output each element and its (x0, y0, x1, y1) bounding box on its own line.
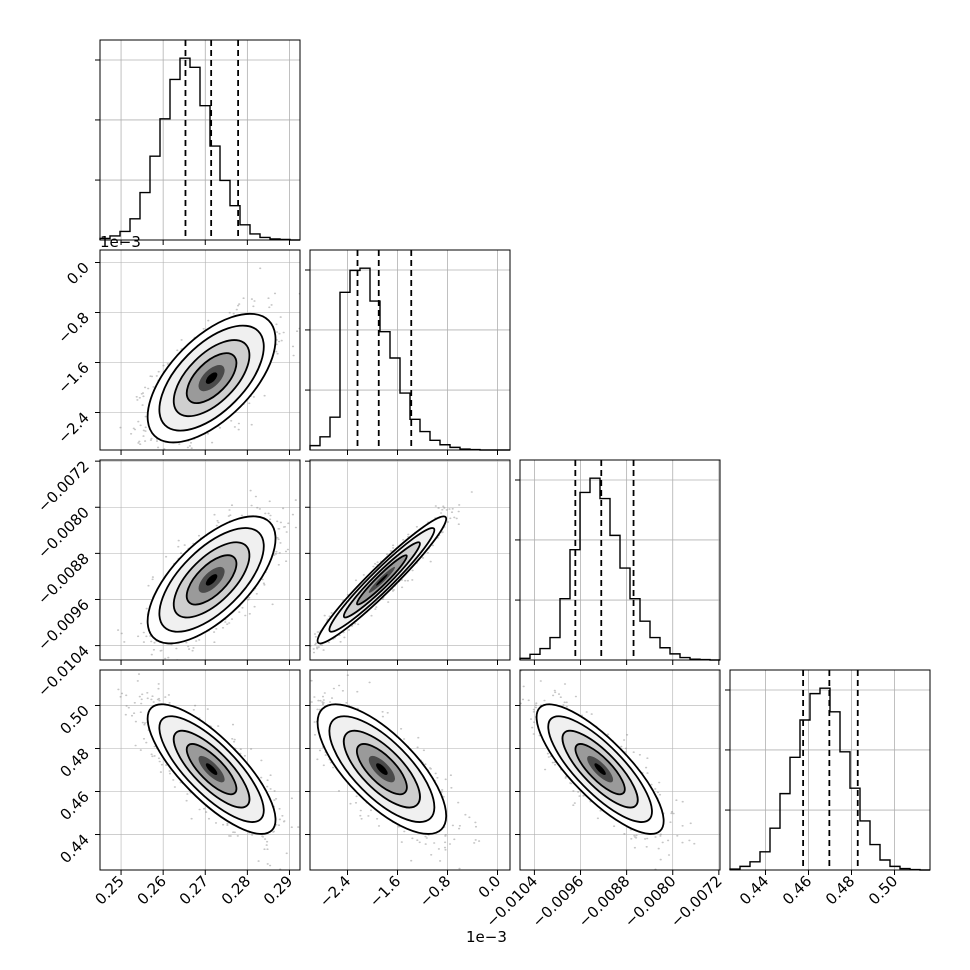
y-tick-label: 0.44 (56, 831, 92, 867)
contour-level (158, 324, 265, 432)
scatter-panel-0-3 (95, 669, 301, 875)
x-tick-label: −0.8 (416, 872, 454, 910)
contour-level (328, 527, 436, 633)
density-fill-peak (376, 574, 388, 586)
contour-level (342, 729, 421, 809)
panel-content (310, 670, 510, 870)
y-tick-label: −1.6 (54, 359, 92, 397)
panel-frame (309, 249, 511, 451)
y-tick-label: −0.0072 (34, 457, 93, 516)
scatter-panel-0-2 (95, 459, 301, 665)
density-fill-peak (205, 763, 218, 775)
x-tick-label: 0.50 (865, 872, 901, 908)
contour-level (185, 743, 238, 796)
contour-level (342, 541, 421, 619)
contour-level (172, 339, 251, 418)
x-tick-label: 0.26 (134, 872, 170, 908)
contour-level (535, 703, 665, 835)
contour-level (158, 527, 265, 633)
y-tick-label: 0.46 (56, 788, 92, 824)
histogram-step (309, 267, 510, 451)
contour-level (547, 715, 653, 823)
x-tick-label: 0.48 (822, 872, 858, 908)
scatter-panel-2-3 (515, 669, 721, 875)
panel-content (100, 250, 300, 450)
panel-frame (99, 39, 301, 241)
contour-level (158, 715, 265, 823)
histogram-step (729, 687, 930, 871)
histogram-panel-2 (515, 459, 721, 665)
contour-level (561, 729, 639, 809)
x-tick-label: −1.6 (366, 872, 404, 910)
contour-level (172, 541, 251, 619)
panel-frame (99, 249, 301, 451)
panel-frame (99, 669, 301, 871)
panel-frame (519, 669, 721, 871)
y-tick-label: 0.0 (63, 259, 93, 289)
contour-level (146, 703, 277, 835)
contour-level (356, 554, 408, 606)
panel-content (100, 460, 300, 660)
x-tick-label: 0.28 (218, 872, 254, 908)
panel-frame (99, 459, 301, 661)
contour-level (328, 715, 436, 823)
panel-frame (309, 459, 511, 661)
panel-frame (519, 459, 721, 661)
contour-level (185, 554, 238, 606)
histogram-step (519, 477, 720, 661)
density-fill-peak (205, 574, 218, 586)
contour-level (574, 743, 626, 796)
contour-level (316, 703, 448, 835)
x-tick-label: 0.25 (92, 872, 128, 908)
x-tick-label: 0.46 (779, 872, 815, 908)
contour-level (146, 312, 277, 444)
y-offset-label: 1e−3 (100, 233, 141, 251)
x-tick-label: 0.44 (736, 872, 772, 908)
scatter-panel-1-2 (305, 459, 511, 665)
x-tick-label: −0.0072 (667, 872, 726, 931)
y-tick-label: 0.48 (56, 745, 92, 781)
x-tick-label: 0.29 (260, 872, 296, 908)
contour-level (316, 515, 448, 645)
density-fill-peak (376, 763, 388, 775)
y-tick-label: −2.4 (54, 409, 92, 447)
scatter-panel-1-3 (305, 669, 511, 875)
x-offset-label: 1e−3 (466, 928, 507, 946)
histogram-step (99, 57, 300, 241)
density-fill-peak (205, 372, 218, 384)
panel-content (520, 670, 720, 870)
panel-frame (309, 669, 511, 871)
panel-content (310, 460, 510, 660)
density-fill-peak (594, 763, 606, 775)
x-tick-label: 0.0 (475, 872, 505, 902)
contour-level (172, 729, 251, 809)
histogram-panel-1 (305, 249, 511, 455)
x-tick-label: −2.4 (316, 872, 354, 910)
contour-level (356, 743, 408, 796)
y-tick-label: −0.8 (54, 309, 92, 347)
contour-level (146, 515, 277, 645)
panel-content (100, 670, 300, 870)
x-tick-label: 0.27 (176, 872, 212, 908)
histogram-panel-0 (95, 39, 301, 245)
histogram-panel-3 (725, 669, 931, 875)
panel-frame (729, 669, 931, 871)
scatter-panel-0-1 (95, 249, 301, 455)
contour-level (185, 352, 238, 404)
y-tick-label: 0.50 (56, 702, 92, 738)
